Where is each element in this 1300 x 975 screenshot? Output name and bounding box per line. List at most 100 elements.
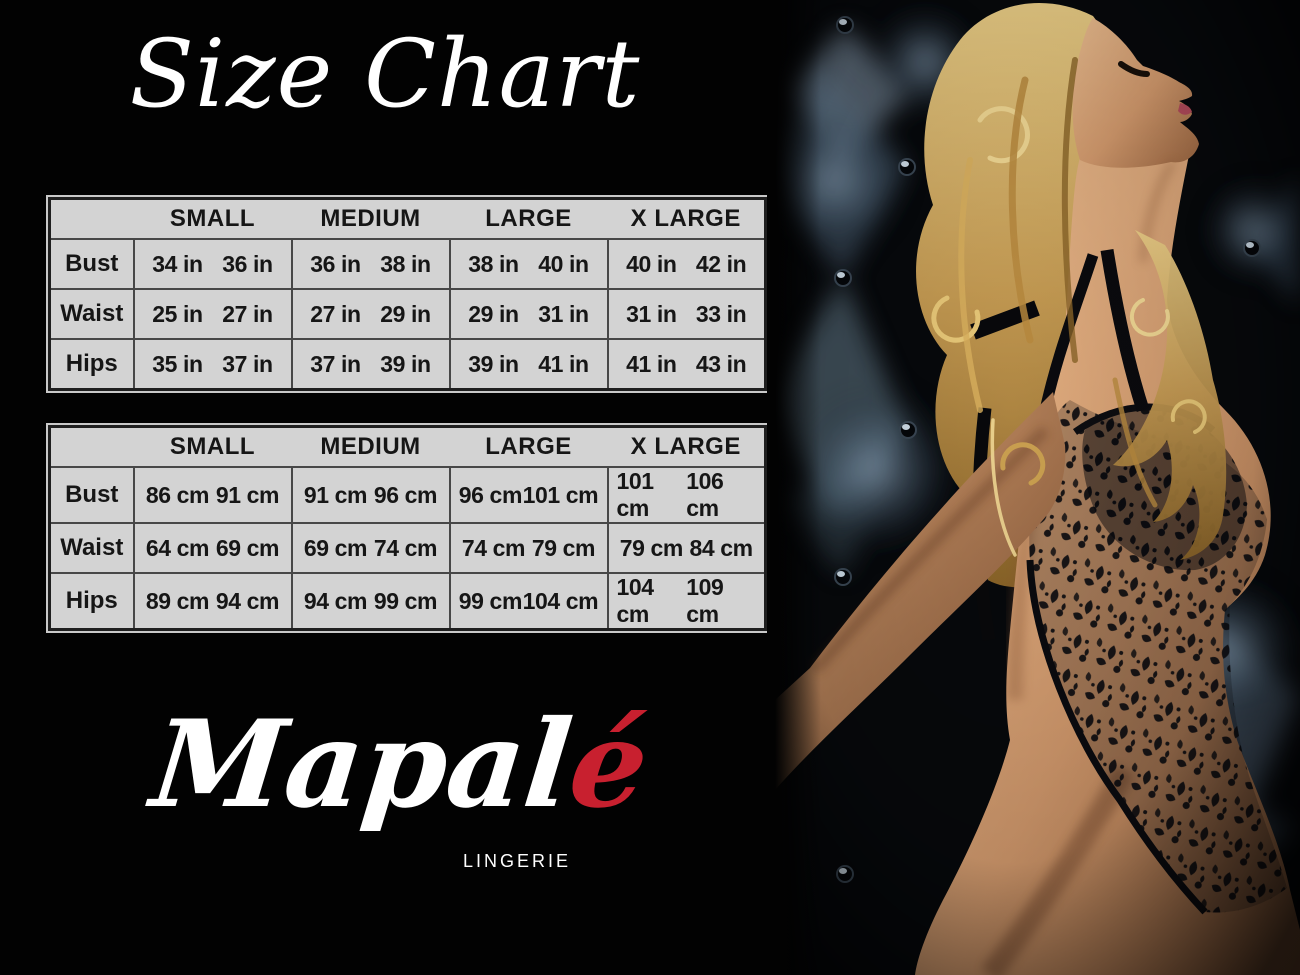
measure-value: 101 cm (616, 468, 655, 521)
measure-value: 27 in (310, 300, 361, 327)
measure-value: 31 in (538, 300, 589, 327)
measure-value: 36 in (222, 250, 273, 277)
measure-cell: 86 cm 91 cm (132, 466, 293, 524)
measure-cell: 39 in 41 in (448, 338, 609, 391)
measure-cell: 35 in 37 in (132, 338, 293, 391)
size-table-centimeters: SMALL MEDIUM LARGE X LARGE Bust 86 cm 91 … (46, 423, 767, 633)
lingerie-model-photo (775, 0, 1300, 975)
measure-cell: 104 cm 109 cm (606, 572, 767, 631)
measure-cell: 99 cm 104 cm (448, 572, 609, 631)
brand-tagline: LINGERIE (462, 851, 572, 871)
table-row-hips: Hips 89 cm 94 cm 94 cm 99 cm 99 cm 104 cm 1… (48, 572, 767, 631)
size-header-row: SMALL MEDIUM LARGE X LARGE (49, 198, 766, 240)
measure-value: 106 cm (686, 468, 724, 521)
measure-value: 96 cm (373, 481, 438, 508)
brand-wordmark-accent: é (563, 694, 655, 835)
measure-value: 69 cm (215, 534, 280, 561)
size-header-small: SMALL (133, 198, 292, 240)
measure-value: 35 in (152, 350, 203, 377)
measure-value: 33 in (695, 300, 747, 327)
measure-cell: 31 in 33 in (606, 288, 767, 340)
row-label: Bust (48, 238, 135, 290)
measure-cell: 64 cm 69 cm (132, 522, 293, 574)
measure-value: 39 in (468, 350, 519, 377)
measure-value: 74 cm (373, 534, 438, 561)
size-header-xlarge: X LARGE (607, 426, 766, 468)
measure-cell: 25 in 27 in (132, 288, 293, 340)
measure-value: 99 cm (458, 587, 523, 614)
measure-value: 27 in (222, 300, 273, 327)
page-title: Size Chart (129, 20, 641, 129)
measure-value: 91 cm (303, 481, 368, 508)
size-table-inches: SMALL MEDIUM LARGE X LARGE Bust 34 in 36 … (46, 195, 767, 393)
measure-cell: 101 cm 106 cm (606, 466, 767, 524)
measure-cell: 89 cm 94 cm (132, 572, 293, 631)
measure-value: 36 in (310, 250, 361, 277)
measure-value: 79 cm (531, 534, 596, 561)
table-row-waist: Waist 25 in 27 in 27 in 29 in 29 in 31 in 3… (48, 288, 767, 340)
brand-wordmark: Mapal (145, 694, 579, 835)
measure-value: 41 in (626, 350, 677, 377)
measure-value: 42 in (695, 250, 747, 277)
measure-cell: 41 in 43 in (606, 338, 767, 391)
size-header-medium: MEDIUM (291, 198, 450, 240)
measure-value: 37 in (222, 350, 273, 377)
measure-value: 101 cm (522, 481, 599, 508)
row-label: Waist (48, 288, 135, 340)
size-header-row: SMALL MEDIUM LARGE X LARGE (49, 426, 766, 468)
measure-cell: 34 in 36 in (132, 238, 293, 290)
measure-cell: 36 in 38 in (290, 238, 451, 290)
size-header-small: SMALL (133, 426, 292, 468)
measure-cell: 94 cm 99 cm (290, 572, 451, 631)
measure-value: 104 cm (616, 574, 655, 627)
table-row-bust: Bust 34 in 36 in 36 in 38 in 38 in 40 in 40… (48, 238, 767, 290)
measure-cell: 79 cm 84 cm (606, 522, 767, 574)
table-row-hips: Hips 35 in 37 in 37 in 39 in 39 in 41 in 41… (48, 338, 767, 391)
measure-value: 74 cm (461, 534, 526, 561)
size-header-large: LARGE (449, 198, 608, 240)
measure-cell: 27 in 29 in (290, 288, 451, 340)
measure-value: 40 in (626, 250, 677, 277)
measure-value: 79 cm (619, 534, 684, 561)
corner-cell (49, 198, 134, 240)
brand-logo: Mapalé (133, 694, 668, 835)
size-header-xlarge: X LARGE (607, 198, 766, 240)
measure-value: 34 in (152, 250, 203, 277)
table-row-bust: Bust 86 cm 91 cm 91 cm 96 cm 96 cm 101 cm 1… (48, 466, 767, 524)
measure-value: 29 in (380, 300, 431, 327)
measure-cell: 29 in 31 in (448, 288, 609, 340)
size-header-large: LARGE (449, 426, 608, 468)
measure-value: 104 cm (522, 587, 599, 614)
measure-cell: 74 cm 79 cm (448, 522, 609, 574)
measure-cell: 40 in 42 in (606, 238, 767, 290)
measure-value: 31 in (626, 300, 677, 327)
measure-value: 89 cm (145, 587, 210, 614)
row-label: Hips (48, 338, 135, 391)
measure-value: 96 cm (458, 481, 523, 508)
table-row-waist: Waist 64 cm 69 cm 69 cm 74 cm 74 cm 79 cm 7… (48, 522, 767, 574)
measure-value: 39 in (380, 350, 431, 377)
row-label: Hips (48, 572, 135, 631)
measure-cell: 37 in 39 in (290, 338, 451, 391)
size-header-medium: MEDIUM (291, 426, 450, 468)
measure-cell: 38 in 40 in (448, 238, 609, 290)
corner-cell (49, 426, 134, 468)
measure-value: 99 cm (373, 587, 438, 614)
measure-cell: 96 cm 101 cm (448, 466, 609, 524)
measure-value: 64 cm (145, 534, 210, 561)
measure-cell: 69 cm 74 cm (290, 522, 451, 574)
measure-value: 94 cm (303, 587, 368, 614)
measure-value: 41 in (538, 350, 589, 377)
measure-value: 69 cm (303, 534, 368, 561)
measure-value: 86 cm (145, 481, 210, 508)
measure-value: 43 in (695, 350, 747, 377)
row-label: Waist (48, 522, 135, 574)
measure-value: 109 cm (686, 574, 724, 627)
measure-cell: 91 cm 96 cm (290, 466, 451, 524)
measure-value: 25 in (152, 300, 203, 327)
measure-value: 84 cm (689, 534, 754, 561)
measure-value: 38 in (380, 250, 431, 277)
measure-value: 91 cm (215, 481, 280, 508)
measure-value: 37 in (310, 350, 361, 377)
